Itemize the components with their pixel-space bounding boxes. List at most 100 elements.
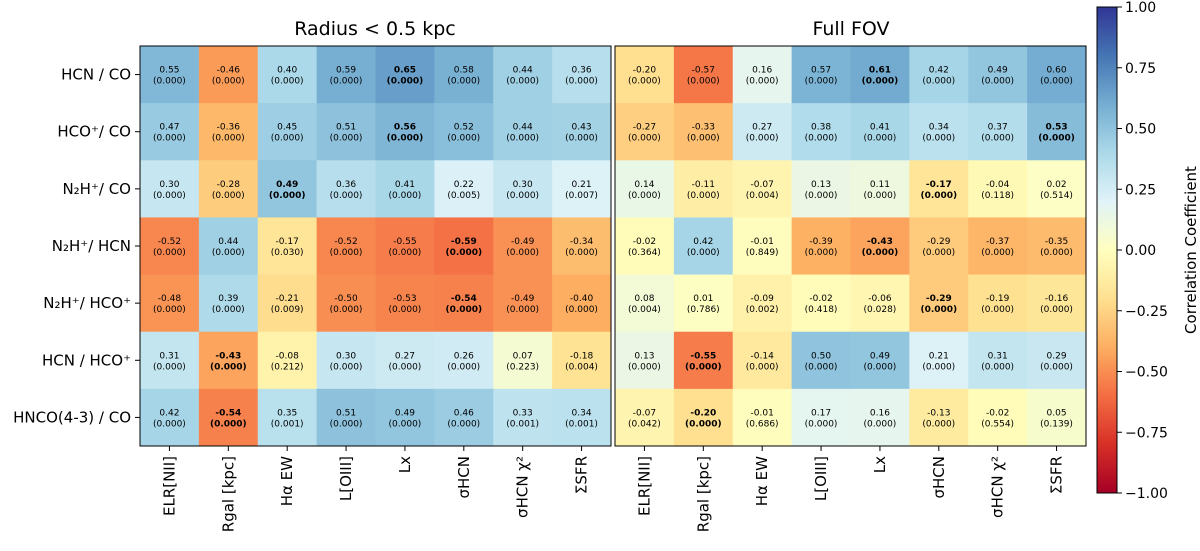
cell-value-label: 0.49 xyxy=(870,351,890,361)
cell-value-label: -0.07 xyxy=(751,180,774,190)
panel-left-row-labels: HCN / CO HCO⁺/ CO N₂H⁺/ CO N₂H⁺/ HCN N₂H⁺/ H… xyxy=(13,66,140,426)
cell-value-label: -0.01 xyxy=(751,237,774,247)
cell-value-label: 0.47 xyxy=(159,123,179,133)
cell-pvalue-label: (0.000) xyxy=(805,191,838,201)
heatmap-cell xyxy=(198,331,259,390)
cell-pvalue-label: (0.000) xyxy=(447,77,480,87)
cell-pvalue-label: (0.000) xyxy=(330,134,363,144)
heatmap-cell xyxy=(552,217,612,276)
cell-value-label: -0.08 xyxy=(276,351,300,361)
cell-value-label: 0.13 xyxy=(811,180,831,190)
cell-pvalue-label: (0.000) xyxy=(687,134,720,144)
heatmap-cell xyxy=(909,217,969,276)
cell-value-label: -0.28 xyxy=(217,180,241,190)
cell-pvalue-label: (0.000) xyxy=(922,77,955,87)
cell-pvalue-label: (0.000) xyxy=(805,419,838,429)
column-label: L[OIII] xyxy=(337,456,355,501)
heatmap-cell xyxy=(909,331,969,390)
cell-pvalue-label: (0.000) xyxy=(330,362,363,372)
heatmap-cell xyxy=(673,217,734,276)
row-label: HCN / CO xyxy=(61,66,131,84)
cell-value-label: -0.29 xyxy=(927,237,951,247)
cell-pvalue-label: (0.139) xyxy=(1040,419,1073,429)
cell-pvalue-label: (0.000) xyxy=(687,248,720,258)
cell-pvalue-label: (0.418) xyxy=(805,305,838,315)
cell-value-label: -0.18 xyxy=(570,351,594,361)
cell-pvalue-label: (0.000) xyxy=(389,248,422,258)
cell-value-label: -0.54 xyxy=(215,408,241,418)
cell-value-label: 0.01 xyxy=(693,294,713,304)
heatmap-cell xyxy=(434,46,494,104)
heatmap-cell xyxy=(791,274,851,333)
heatmap-cell xyxy=(434,103,494,161)
heatmap-cell xyxy=(850,103,910,161)
cell-value-label: 0.56 xyxy=(394,123,416,133)
cell-pvalue-label: (0.000) xyxy=(864,134,897,144)
cell-value-label: 0.16 xyxy=(752,66,772,76)
cell-pvalue-label: (0.514) xyxy=(1040,191,1073,201)
cell-value-label: 0.17 xyxy=(811,408,831,418)
cell-value-label: 0.30 xyxy=(336,351,356,361)
cell-pvalue-label: (0.000) xyxy=(981,134,1014,144)
cell-value-label: 0.38 xyxy=(811,123,831,133)
cell-value-label: 0.21 xyxy=(929,351,949,361)
column-label: Lx xyxy=(871,456,889,473)
heatmap-cell xyxy=(140,103,200,161)
cell-pvalue-label: (0.000) xyxy=(628,362,661,372)
cell-pvalue-label: (0.000) xyxy=(445,305,482,315)
cell-pvalue-label: (0.000) xyxy=(920,191,957,201)
cell-pvalue-label: (0.000) xyxy=(1040,248,1073,258)
cell-pvalue-label: (0.000) xyxy=(628,77,661,87)
cell-value-label: 0.43 xyxy=(572,123,592,133)
cell-value-label: -0.09 xyxy=(751,294,775,304)
panel-right-cells: -0.20(0.000)-0.57(0.000)0.16(0.000)0.57(… xyxy=(615,46,1087,447)
heatmap-cell xyxy=(673,274,734,333)
heatmap-cell xyxy=(493,160,553,218)
heatmap-cell xyxy=(850,331,910,390)
column-label: σHCN xyxy=(930,456,948,498)
cell-value-label: -0.17 xyxy=(276,237,299,247)
heatmap-cell xyxy=(434,217,494,276)
cell-value-label: 0.42 xyxy=(693,237,713,247)
cell-pvalue-label: (0.000) xyxy=(864,362,897,372)
cell-value-label: 0.31 xyxy=(988,351,1008,361)
heatmap-cell xyxy=(552,388,612,447)
cell-pvalue-label: (0.000) xyxy=(506,248,539,258)
colorbar-gradient xyxy=(1096,6,1118,494)
heatmap-cell xyxy=(375,46,435,104)
cell-value-label: 0.27 xyxy=(395,351,415,361)
cell-pvalue-label: (0.000) xyxy=(981,362,1014,372)
cell-pvalue-label: (0.009) xyxy=(271,305,304,315)
cell-pvalue-label: (0.000) xyxy=(862,248,899,258)
heatmap-cell xyxy=(968,103,1028,161)
cell-pvalue-label: (0.000) xyxy=(447,362,480,372)
cell-pvalue-label: (0.849) xyxy=(746,248,779,258)
heatmap-cell xyxy=(552,103,612,161)
cell-value-label: -0.07 xyxy=(633,408,656,418)
cell-pvalue-label: (0.000) xyxy=(981,305,1014,315)
heatmap-cell xyxy=(316,217,376,276)
column-label: ELR[NII] xyxy=(160,456,178,516)
cell-value-label: 0.49 xyxy=(276,180,298,190)
cell-pvalue-label: (0.000) xyxy=(922,419,955,429)
heatmap-cell xyxy=(791,217,851,276)
heatmap-cell xyxy=(909,103,969,161)
colorbar-tick-label: 0.75 xyxy=(1125,61,1156,77)
cell-value-label: -0.49 xyxy=(511,237,535,247)
heatmap-cell xyxy=(732,274,793,333)
row-label: HCN / HCO⁺ xyxy=(42,351,131,369)
cell-pvalue-label: (0.000) xyxy=(981,77,1014,87)
cell-pvalue-label: (0.000) xyxy=(210,362,247,372)
cell-value-label: 0.21 xyxy=(572,180,592,190)
heatmap-cell xyxy=(493,331,553,390)
panel-left-title: Radius < 0.5 kpc xyxy=(294,18,455,40)
cell-value-label: 0.35 xyxy=(277,408,297,418)
cell-value-label: -0.27 xyxy=(633,123,656,133)
cell-pvalue-label: (0.000) xyxy=(153,134,186,144)
heatmap-cell xyxy=(732,103,793,161)
column-label: Rgal [kpc] xyxy=(219,456,237,532)
cell-pvalue-label: (0.000) xyxy=(445,248,482,258)
cell-value-label: 0.49 xyxy=(395,408,415,418)
cell-value-label: 0.31 xyxy=(159,351,179,361)
